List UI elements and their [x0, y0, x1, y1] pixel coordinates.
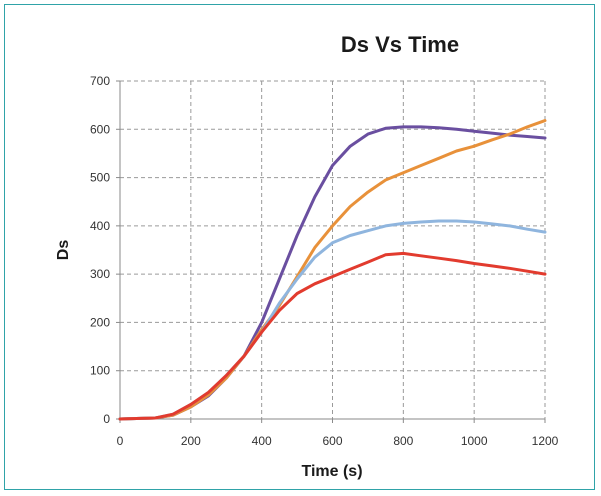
y-tick-label: 0: [103, 412, 110, 426]
x-tick-label: 800: [393, 434, 413, 448]
y-tick-labels: 0 100 200 300 400 500 600 700: [90, 74, 110, 426]
y-tick-label: 400: [90, 219, 110, 233]
axes: [116, 80, 546, 423]
y-axis-label: Ds: [55, 240, 72, 261]
x-tick-labels: 0 200 400 600 800 1000 1200: [117, 434, 559, 448]
y-tick-label: 500: [90, 171, 110, 185]
series-line-2: [118, 119, 547, 421]
y-tick-label: 300: [90, 267, 110, 281]
chart-title: Ds Vs Time: [341, 32, 459, 57]
x-tick-label: 1200: [532, 434, 559, 448]
y-tick-label: 700: [90, 74, 110, 88]
x-tick-label: 0: [117, 434, 124, 448]
y-tick-label: 100: [90, 364, 110, 378]
x-tick-label: 1000: [461, 434, 488, 448]
x-tick-label: 400: [252, 434, 272, 448]
chart-frame: [4, 4, 595, 490]
y-tick-label: 600: [90, 122, 110, 136]
series-line-4: [118, 251, 547, 421]
x-axis-label: Time (s): [301, 463, 362, 480]
series-lines: [118, 119, 547, 421]
y-tick-label: 200: [90, 315, 110, 329]
x-tick-label: 600: [322, 434, 342, 448]
x-tick-label: 200: [181, 434, 201, 448]
grid-lines: [120, 80, 546, 419]
